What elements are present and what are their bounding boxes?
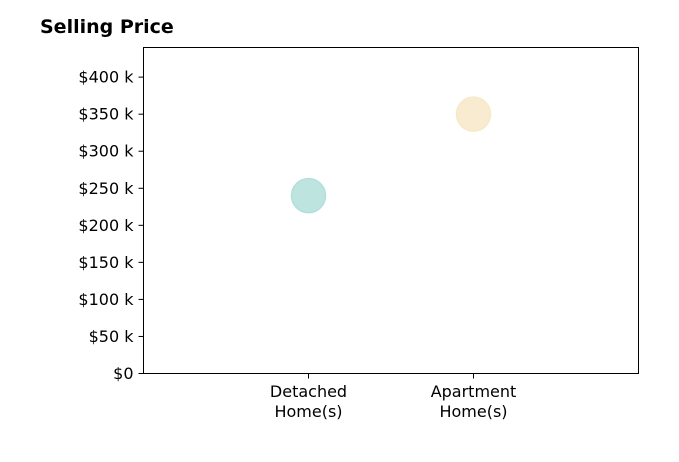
data-points: [290, 96, 492, 214]
y-tick-label: $0: [113, 364, 133, 383]
y-tick-label: $400 k: [78, 68, 134, 87]
x-tick-label: Home(s): [274, 402, 342, 421]
plot-area-frame: [143, 47, 639, 374]
chart-title: Selling Price: [40, 16, 174, 38]
y-tick-label: $150 k: [78, 253, 134, 272]
data-point: [290, 177, 327, 214]
y-tick-label: $100 k: [78, 290, 134, 309]
y-tick-label: $200 k: [78, 216, 134, 235]
y-tick-label: $350 k: [78, 105, 134, 124]
x-tick-label: Detached: [270, 382, 347, 401]
x-tick-label: Home(s): [439, 402, 507, 421]
y-axis: $0 $50 k $100 k $150 k $200 k $250 k $300 k $35…: [78, 68, 144, 383]
y-tick-label: $300 k: [78, 142, 134, 161]
y-tick-label: $250 k: [78, 179, 134, 198]
y-tick-label: $50 k: [89, 327, 135, 346]
x-tick-label: Apartment: [431, 382, 517, 401]
data-point: [455, 96, 492, 132]
